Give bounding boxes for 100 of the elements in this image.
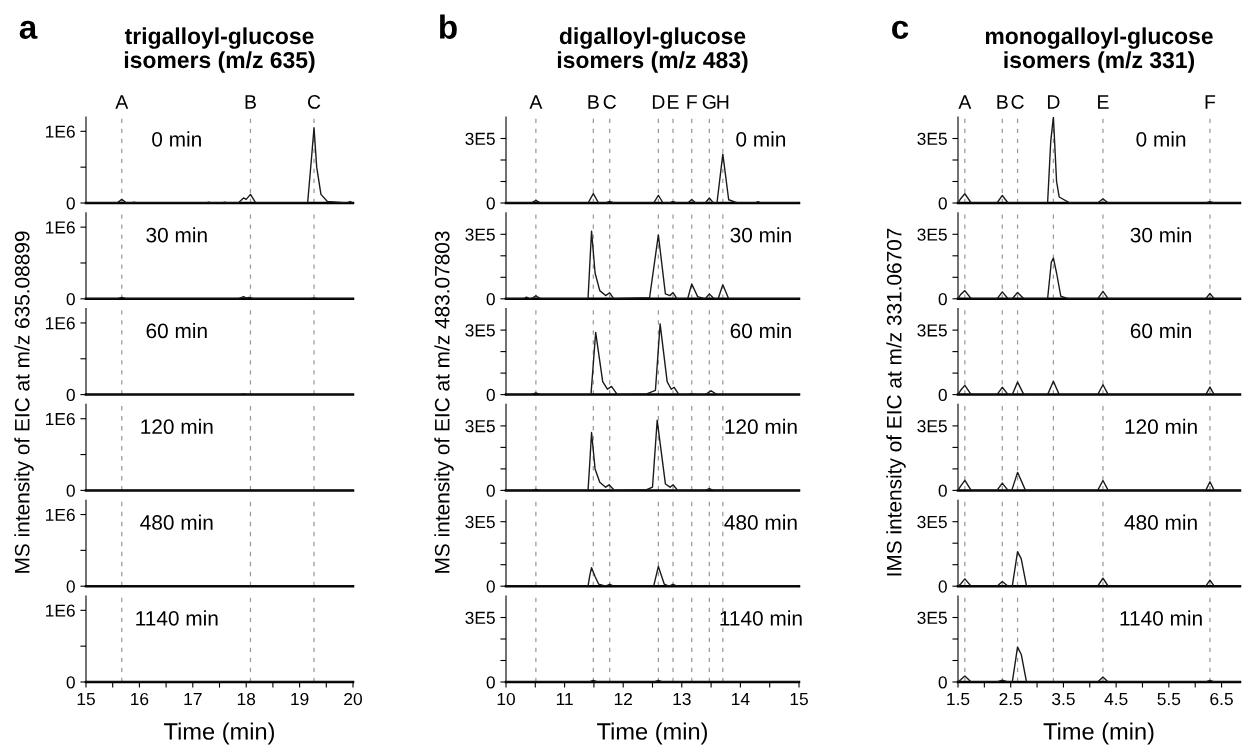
y-tick-label: 3E5 [465, 420, 495, 433]
x-tick-label: 13 [673, 692, 691, 706]
ref-line-label: F [687, 95, 697, 109]
ref-line-label: E [668, 95, 679, 109]
annotation: 120 min [141, 418, 213, 435]
x-tick-label: 16 [131, 692, 149, 706]
y-tick-label: 0 [486, 197, 495, 210]
x-tick-label: 2.5 [999, 692, 1023, 706]
y-tick-label: 1E6 [46, 221, 75, 234]
x-axis-title: Time (min) [164, 722, 274, 745]
y-tick-label: 3E5 [917, 611, 947, 624]
y-tick-label: 1E6 [46, 317, 75, 330]
y-tick-label: 3E5 [465, 611, 495, 624]
chart-title: trigalloyl-glucose isomers (m/z 635) [124, 27, 315, 73]
x-tick-label: 18 [237, 692, 256, 706]
ref-line-label: D [652, 95, 665, 109]
x-tick-label: 12 [614, 692, 632, 705]
annotation: 1140 min [136, 610, 218, 626]
ref-line-label: G [702, 95, 716, 109]
y-tick-label: 1E6 [46, 412, 75, 426]
y-tick-label: 1E6 [46, 508, 75, 521]
annotation: 30 min [1130, 227, 1191, 243]
y-axis-title: MS intensity of EIC at m/z 483.07803 [434, 231, 454, 573]
x-tick-label: 20 [344, 692, 362, 706]
y-tick-label: 0 [66, 484, 75, 497]
annotation: 0 min [1136, 131, 1186, 147]
annotation: 120 min [725, 418, 797, 435]
ref-line-label: F [1205, 95, 1216, 109]
y-tick-label: 3E5 [917, 420, 947, 433]
y-tick-label: 0 [938, 580, 947, 593]
x-tick-label: 11 [556, 693, 573, 705]
chart-title: monogalloyl-glucose isomers (m/z 331) [985, 27, 1213, 73]
x-tick-label: 5.5 [1157, 693, 1181, 706]
y-axis-title: MS intensity of EIC at m/z 635.08899 [14, 231, 34, 573]
y-tick-label: 0 [66, 388, 75, 402]
annotation: 480 min [724, 514, 797, 530]
x-tick-label: 1.5 [947, 693, 970, 706]
x-tick-label: 4.5 [1104, 693, 1128, 706]
y-tick-label: 1E6 [46, 125, 75, 138]
y-tick-label: 3E5 [917, 515, 947, 529]
ref-line-label: A [958, 95, 972, 109]
y-tick-label: 0 [66, 292, 75, 306]
y-tick-label: 0 [938, 292, 947, 306]
chart-title: digalloyl-glucose isomers (m/z 483) [557, 27, 748, 73]
ref-line-label: E [1098, 95, 1109, 109]
x-axis-title: Time (min) [1043, 722, 1154, 745]
annotation: 480 min [140, 514, 213, 530]
y-tick-label: 3E5 [465, 324, 495, 337]
x-tick-label: 3.5 [1052, 692, 1075, 706]
y-tick-label: 3E5 [465, 515, 495, 529]
y-tick-label: 0 [938, 197, 947, 210]
annotation: 480 min [1124, 514, 1197, 530]
y-tick-label: 0 [486, 676, 495, 689]
annotation: 1140 min [1120, 610, 1202, 626]
ref-line-label: C [603, 95, 616, 109]
text: a [19, 20, 38, 39]
annotation: 30 min [146, 227, 207, 243]
annotation: 60 min [146, 322, 207, 339]
ref-line-label: B [245, 95, 256, 109]
y-tick-label: 0 [486, 484, 495, 497]
annotation: 60 min [1130, 322, 1191, 339]
ref-line-label: A [115, 95, 129, 109]
x-tick-label: 15 [77, 693, 95, 706]
x-axis-title: Time (min) [597, 722, 707, 745]
y-tick-label: 0 [486, 580, 495, 593]
y-tick-label: 0 [486, 388, 495, 402]
ref-line-label: C [307, 95, 321, 109]
y-tick-label: 1E6 [46, 604, 75, 617]
y-tick-label: 0 [66, 197, 75, 210]
annotation: 60 min [730, 322, 791, 339]
text: b [440, 14, 457, 39]
annotation: 0 min [736, 131, 786, 147]
annotation: 1140 min [720, 610, 802, 626]
x-tick-label: 14 [732, 693, 750, 705]
x-tick-label: 10 [497, 692, 515, 706]
ref-line-label: A [529, 95, 543, 109]
y-tick-label: 3E5 [917, 324, 947, 337]
y-tick-label: 3E5 [465, 228, 495, 241]
annotation: 0 min [152, 131, 201, 147]
ref-line-label: H [717, 95, 729, 109]
x-tick-label: 17 [184, 693, 202, 705]
y-axis-title: IMS intensity of EIC at m/z 331.06707 [886, 228, 906, 576]
y-tick-label: 0 [486, 292, 495, 306]
ref-line-label: B [997, 95, 1008, 109]
ref-line-label: B [588, 95, 599, 109]
y-tick-label: 3E5 [917, 132, 947, 145]
y-tick-label: 0 [66, 580, 75, 593]
y-tick-label: 3E5 [917, 228, 947, 241]
ref-line-label: D [1047, 95, 1060, 109]
x-tick-label: 6.5 [1210, 692, 1233, 706]
x-tick-label: 15 [790, 693, 808, 706]
annotation: 30 min [730, 227, 791, 243]
ref-line-label: C [1011, 95, 1024, 109]
y-tick-label: 0 [938, 676, 947, 689]
y-tick-label: 3E5 [465, 132, 495, 145]
y-tick-label: 0 [66, 676, 75, 689]
text: c [892, 20, 909, 39]
x-tick-label: 19 [291, 692, 309, 706]
y-tick-label: 0 [938, 484, 947, 497]
y-tick-label: 0 [938, 388, 947, 402]
